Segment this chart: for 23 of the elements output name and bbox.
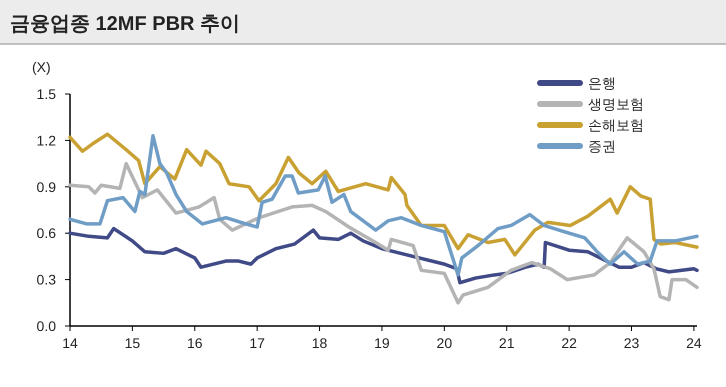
x-tick-label: 22 — [561, 335, 578, 351]
y-tick-label: 1.5 — [36, 86, 56, 102]
legend-label: 은행 — [588, 75, 616, 91]
y-tick-label: 1.2 — [36, 132, 56, 148]
x-tick-label: 20 — [436, 335, 452, 351]
y-tick-label: 0.3 — [36, 272, 56, 288]
legend-label: 증권 — [588, 138, 616, 154]
y-tick-label: 0.9 — [36, 178, 56, 195]
y-axis-title: (X) — [32, 59, 51, 75]
x-tick-label: 23 — [624, 335, 640, 351]
x-tick-label: 24 — [686, 335, 702, 351]
legend-label: 손해보험 — [588, 117, 644, 133]
x-tick-label: 21 — [498, 335, 515, 351]
legend-label: 생명보험 — [588, 96, 644, 112]
y-tick-label: 0.0 — [36, 318, 56, 334]
y-tick-label: 0.6 — [36, 225, 56, 242]
x-tick-label: 17 — [249, 335, 266, 351]
x-tick-label: 14 — [62, 335, 78, 351]
x-tick-label: 15 — [124, 335, 140, 351]
x-tick-label: 19 — [374, 335, 390, 351]
x-tick-label: 16 — [186, 335, 203, 351]
x-tick-label: 18 — [312, 335, 328, 351]
chart-title: 금융업종 12MF PBR 추이 — [10, 13, 240, 35]
